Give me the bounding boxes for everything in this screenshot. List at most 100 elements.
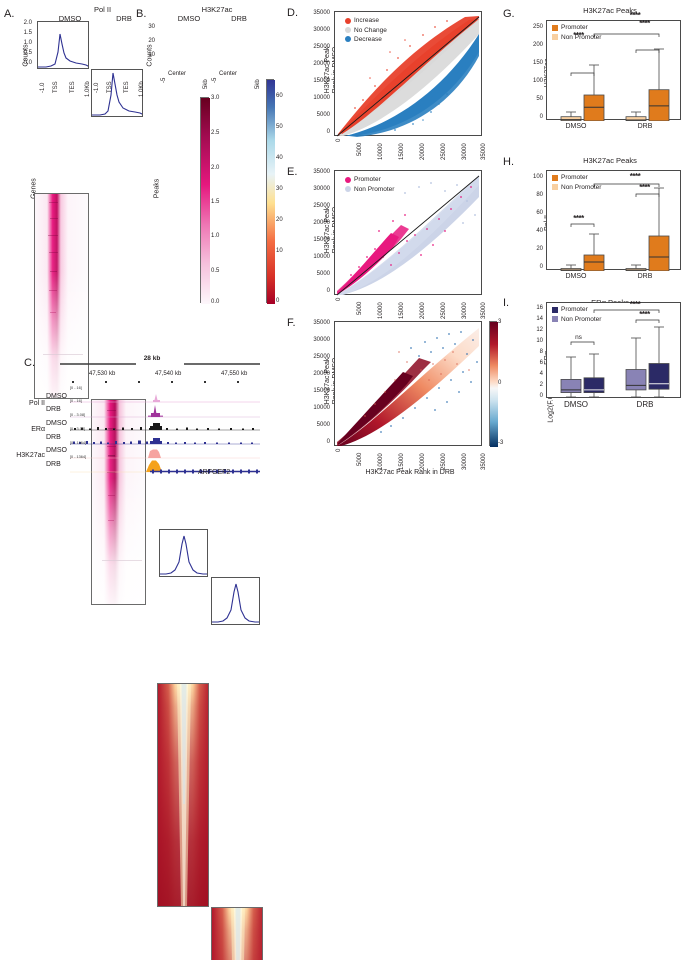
panel-e-plot <box>334 170 482 296</box>
panel-a-ytick-2: 1.0 <box>23 40 32 46</box>
panel-c-track-range-2: [0 - 3.08] <box>70 413 85 417</box>
panel-g-sig-2: **** <box>629 11 641 20</box>
panel-g-legend: Promoter Non Promoter <box>552 23 601 42</box>
panel-b-cond-drb: DRB <box>231 14 247 23</box>
panel-c-group-era: ERα <box>31 426 45 433</box>
legend-dot-promoter <box>345 176 351 183</box>
panel-e-ytick-6: 5000 <box>316 271 330 277</box>
panel-b-cbtick-3: 30 <box>276 186 283 192</box>
panel-h-ytick-0: 100 <box>532 174 543 180</box>
panel-g-plot <box>546 20 681 121</box>
panel-c-track-range-0: [0 - 16] <box>70 386 82 390</box>
panel-a-cond-drb: DRB <box>116 14 132 23</box>
panel-h-legend-item-0: Promoter <box>552 173 601 182</box>
panel-c-track-label-5: DRB <box>46 461 61 468</box>
panel-b-cond-dmso: DMSO <box>177 14 201 23</box>
panel-f-ytick-0: 35000 <box>313 320 330 326</box>
panel-h-ytick-2: 60 <box>536 210 543 216</box>
panel-d-ytick-6: 5000 <box>316 112 330 118</box>
panel-c-group-polii: Pol II <box>29 400 45 407</box>
panel-h-xtick-0: DMSO <box>565 273 587 280</box>
panel-c-track-4 <box>70 446 260 459</box>
panel-d-ytick-2: 25000 <box>313 44 330 50</box>
panel-e-ytick-3: 20000 <box>313 220 330 226</box>
panel-b-ytick-2: 10 <box>148 52 155 58</box>
panel-g-xtick-1: DRB <box>637 123 653 130</box>
panel-i-ytick-2: 12 <box>536 327 543 333</box>
panel-b-cbtick-0: 60 <box>276 93 283 99</box>
panel-f-cbtick-1: 0 <box>498 380 502 386</box>
legend-dot-no-change <box>345 27 351 34</box>
panel-c-gene-name: ARFGEF2 <box>198 469 231 476</box>
panel-b-cbtick-4: 20 <box>276 217 283 223</box>
panel-c-track-label-2: DMSO <box>46 420 67 427</box>
panel-b-metaprofile-dmso <box>159 529 208 577</box>
panel-c-track-label-3: DRB <box>46 434 61 441</box>
legend-dot-decrease <box>345 36 351 43</box>
panel-c-track-0 <box>70 391 260 403</box>
panel-f-ytick-2: 25000 <box>313 354 330 360</box>
panel-e-ytick-4: 15000 <box>313 237 330 243</box>
panel-h-plot <box>546 170 681 271</box>
panel-g-ytick-5: 0 <box>539 114 543 120</box>
panel-i-legend: Promoter Non Promoter <box>552 305 601 324</box>
panel-a-cbtick-1: 2.5 <box>211 130 220 136</box>
panel-a-cbtick-0: 3.0 <box>211 95 220 101</box>
panel-b-cbtick-1: 50 <box>276 124 283 130</box>
panel-h-sig-1: **** <box>639 183 650 192</box>
panel-i-ytick-0: 16 <box>536 305 543 311</box>
legend-dot-non-promoter <box>345 186 351 193</box>
panel-h-legend: Promoter Non Promoter <box>552 173 601 192</box>
panel-c-track-2 <box>70 418 260 431</box>
panel-f-colorbar <box>489 321 498 447</box>
panel-f-plot <box>334 321 482 446</box>
panel-a-metaprofile-dmso <box>37 21 89 69</box>
panel-d-ytick-7: 0 <box>326 129 330 135</box>
panel-h-xtick-1: DRB <box>637 273 653 280</box>
panel-d-letter: D. <box>287 7 298 19</box>
panel-i-ytick-7: 2 <box>539 382 543 388</box>
panel-i-sig-0: ns <box>575 334 582 341</box>
panel-c-track-range-1: [0 - 16] <box>70 399 82 403</box>
legend-swatch-promoter <box>552 24 558 31</box>
panel-g-ytick-4: 50 <box>536 96 543 102</box>
panel-e-legend: Promoter Non Promoter <box>345 175 394 194</box>
panel-c-scale-bar <box>60 359 260 369</box>
panel-h-letter: H. <box>503 156 514 168</box>
panel-g-sig-1: **** <box>639 19 650 28</box>
panel-b-ytick-0: 30 <box>148 24 155 30</box>
panel-f-ytick-7: 0 <box>326 439 330 445</box>
panel-c-group-h3k27ac: H3K27ac <box>16 452 45 459</box>
panel-a-heatmap-ylabel: Genes <box>30 178 38 199</box>
panel-i-xtick-0: DMSO <box>564 400 588 409</box>
panel-g-letter: G. <box>503 8 515 20</box>
panel-i-legend-item-1: Non Promoter <box>552 314 601 323</box>
panel-a-ytick-3: 0.5 <box>23 50 32 56</box>
panel-i-ytick-4: 8 <box>539 349 543 355</box>
panel-g-ytick-0: 250 <box>532 24 543 30</box>
panel-c-track-label-4: DMSO <box>46 447 67 454</box>
panel-b-heatmap-dmso <box>157 683 209 907</box>
panel-h-legend-item-1: Non Promoter <box>552 182 601 191</box>
panel-h-sig-0: **** <box>573 214 584 223</box>
panel-e-legend-item-0: Promoter <box>345 175 394 184</box>
legend-swatch-promoter <box>552 306 558 313</box>
panel-b-title: H3K27ac <box>201 5 233 14</box>
panel-g-ytick-1: 200 <box>532 42 543 48</box>
panel-b-ytick-1: 20 <box>148 38 155 44</box>
panel-g-sig-0: **** <box>573 31 584 40</box>
legend-swatch-promoter <box>552 174 558 181</box>
panel-d-ytick-3: 20000 <box>313 61 330 67</box>
panel-e-legend-item-1: Non Promoter <box>345 184 394 193</box>
panel-i-ytick-3: 10 <box>536 338 543 344</box>
panel-i-ytick-8: 0 <box>539 393 543 399</box>
panel-b-cbtick-5: 10 <box>276 248 283 254</box>
panel-a-ytick-4: 0.0 <box>23 60 32 66</box>
panel-h-ytick-3: 40 <box>536 228 543 234</box>
panel-h-title: H3K27ac Peaks <box>583 156 637 165</box>
panel-d-ytick-1: 30000 <box>313 27 330 33</box>
panel-d-plot <box>334 11 482 137</box>
panel-d-legend-item-2: Decrease <box>345 35 387 44</box>
panel-h-ytick-4: 20 <box>536 246 543 252</box>
panel-c-track-range-5: [0 - 1364] <box>70 455 87 459</box>
